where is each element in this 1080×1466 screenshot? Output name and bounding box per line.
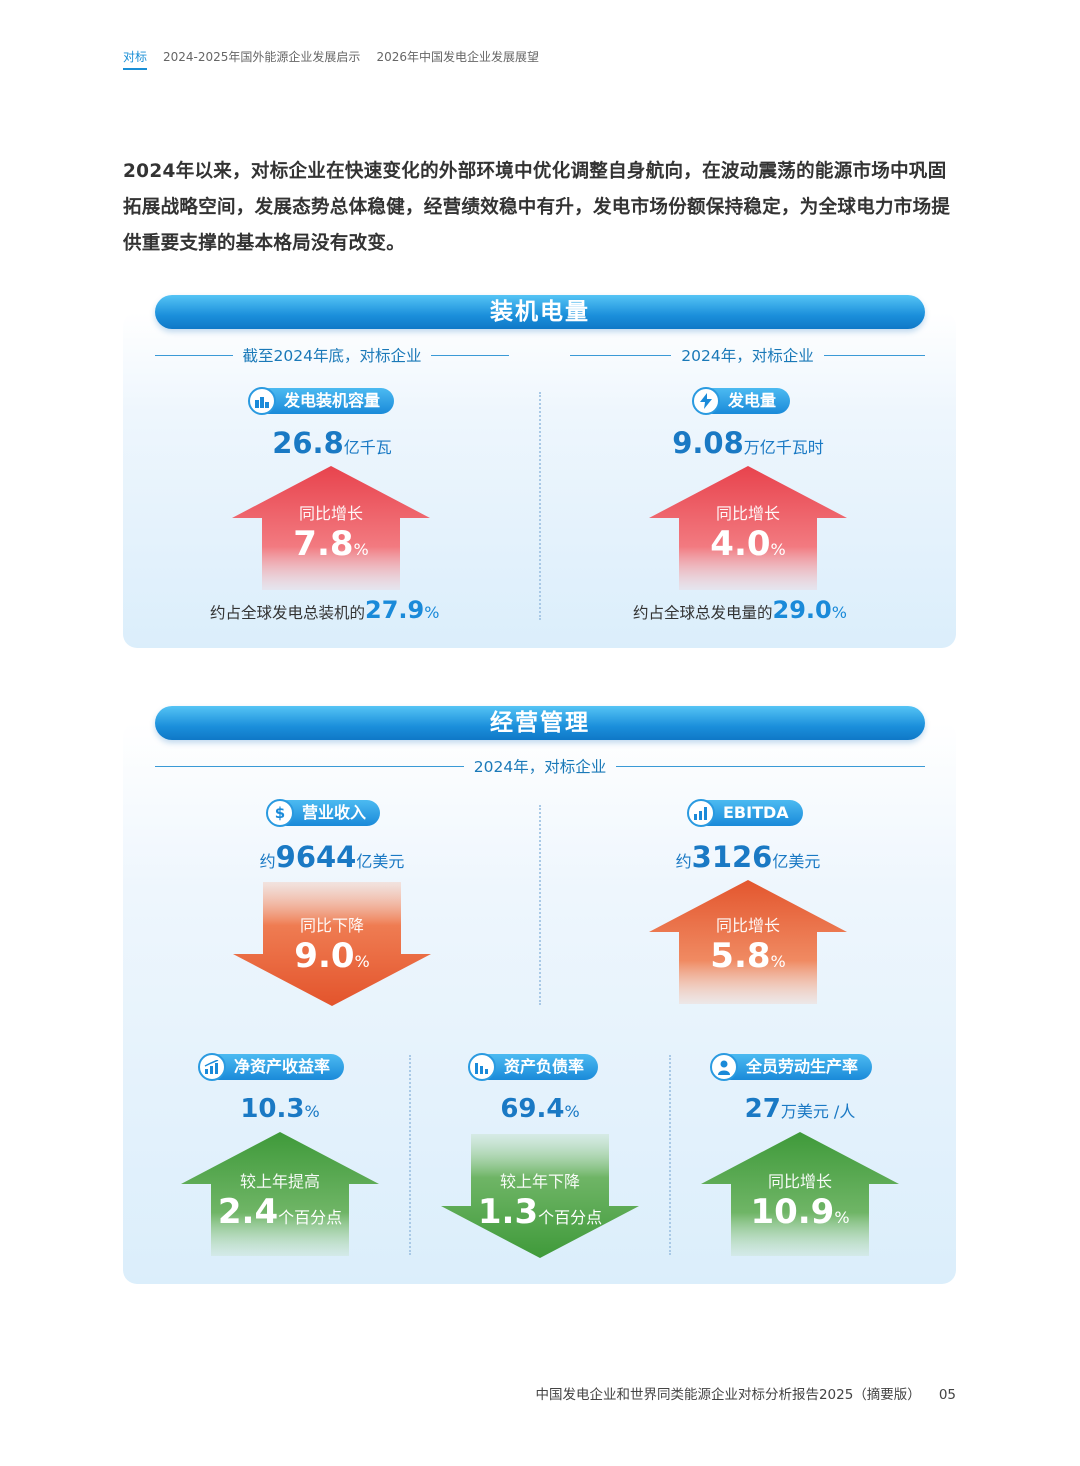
operations-banner: 经营管理: [155, 706, 925, 740]
generation-growth-arrow: [649, 466, 847, 590]
capacity-growth-text: 同比增长 7.8%: [293, 504, 369, 564]
capacity-left-subhead: 截至2024年底，对标企业: [155, 344, 510, 366]
revenue-decline-text: 同比下降 9.0%: [294, 916, 370, 976]
generation-value: 9.08万亿千瓦时: [672, 426, 824, 460]
labor-productivity-pill: 全员劳动生产率: [710, 1053, 873, 1081]
ebitda-growth-text: 同比增长 5.8%: [710, 916, 786, 976]
debt-ratio-pill: 资产负债率: [468, 1053, 599, 1081]
decline-chart-icon: [468, 1053, 496, 1081]
bar-chart-icon: [687, 799, 715, 827]
operations-divider-left: [409, 1055, 411, 1255]
operations-subhead: 2024年，对标企业: [155, 755, 926, 777]
lightning-icon: [692, 387, 720, 415]
capacity-banner: 装机电量: [155, 295, 925, 329]
page-footer: 中国发电企业和世界同类能源企业对标分析报告2025（摘要版） 05: [535, 1383, 956, 1403]
installed-capacity-value: 26.8亿千瓦: [272, 426, 392, 460]
worker-icon: [710, 1053, 738, 1081]
roe-growth-arrow: [181, 1132, 379, 1256]
revenue-decline-arrow: [233, 882, 431, 1006]
capacity-growth-arrow: [232, 466, 430, 590]
nav-item-benchmark[interactable]: 对标: [123, 48, 148, 70]
labor-growth-arrow: [701, 1132, 899, 1256]
intro-paragraph: 2024年以来，对标企业在快速变化的外部环境中优化调整自身航向，在波动震荡的能源…: [123, 161, 951, 254]
capacity-right-subhead: 2024年，对标企业: [570, 344, 926, 366]
top-nav: 对标 2024-2025年国外能源企业发展启示 2026年中国发电企业发展展望: [123, 48, 539, 70]
nav-item-foreign-insights[interactable]: 2024-2025年国外能源企业发展启示: [163, 50, 361, 64]
debt-decline-arrow: [441, 1134, 639, 1258]
power-plant-icon: [248, 387, 276, 415]
revenue-pill: $ 营业收入: [266, 799, 381, 827]
ebitda-value: 约3126亿美元: [675, 840, 821, 874]
generation-growth-text: 同比增长 4.0%: [710, 504, 786, 564]
roe-value: 10.3%: [240, 1094, 320, 1124]
nav-item-outlook[interactable]: 2026年中国发电企业发展展望: [376, 50, 539, 64]
generation-global-share: 约占全球总发电量的29.0%: [633, 596, 847, 624]
debt-decline-text: 较上年下降 1.3个百分点: [477, 1172, 603, 1232]
installed-capacity-pill: 发电装机容量: [248, 387, 395, 415]
capacity-divider: [539, 392, 541, 620]
capacity-global-share: 约占全球发电总装机的27.9%: [210, 596, 440, 624]
operations-divider-top: [539, 805, 541, 1005]
roe-growth-text: 较上年提高 2.4个百分点: [217, 1172, 343, 1232]
ebitda-growth-arrow: [649, 880, 847, 1004]
ebitda-pill: EBITDA: [687, 799, 803, 827]
footer-title: 中国发电企业和世界同类能源企业对标分析报告2025（摘要版）: [535, 1387, 921, 1403]
operations-divider-right: [669, 1055, 671, 1255]
growth-chart-icon: [198, 1053, 226, 1081]
labor-growth-text: 同比增长 10.9%: [750, 1172, 850, 1232]
labor-productivity-value: 27万美元 /人: [744, 1094, 856, 1124]
page-number: 05: [938, 1387, 956, 1403]
debt-ratio-value: 69.4%: [500, 1094, 580, 1124]
roe-pill: 净资产收益率: [198, 1053, 345, 1081]
dollar-icon: $: [266, 799, 294, 827]
generation-pill: 发电量: [692, 387, 791, 415]
revenue-value: 约9644亿美元: [259, 840, 405, 874]
